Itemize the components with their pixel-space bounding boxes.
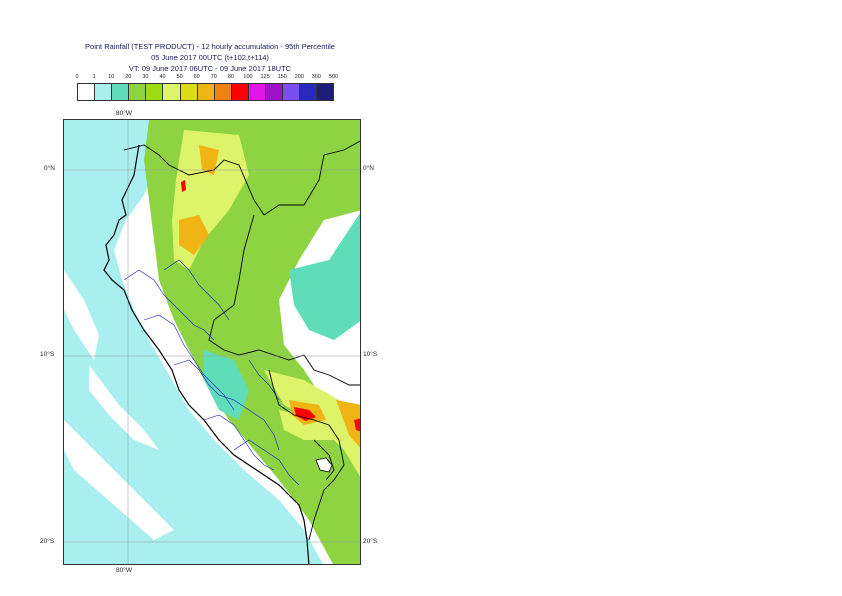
legend-tick-label: 150 — [277, 74, 287, 80]
title-line-2: 05 June 2017 00UTC (t+102,t+114) — [151, 53, 269, 62]
national-border — [268, 369, 345, 541]
precip-peak-red — [354, 418, 360, 432]
legend-tick-label: 60 — [193, 74, 200, 80]
legend-tick-label: 80 — [227, 74, 234, 80]
admin-border — [203, 414, 275, 471]
legend-swatch — [316, 83, 335, 101]
admin-border — [233, 439, 300, 486]
legend-swatch — [247, 83, 267, 101]
lat-label-0-right: 0°N — [363, 165, 374, 172]
precip-offshore-streak — [89, 365, 159, 450]
title-line-3: VT: 09 June 2017 06UTC - 09 June 2017 18… — [128, 64, 292, 73]
national-border — [313, 439, 335, 481]
legend-tick-label: 40 — [159, 74, 166, 80]
legend-swatch — [179, 83, 198, 101]
legend-swatch — [77, 83, 96, 101]
precip-band-teal — [289, 213, 360, 340]
map-frame — [63, 119, 361, 565]
national-border — [123, 140, 360, 216]
legend-tick-label: 100 — [243, 74, 253, 80]
legend-colorbar — [77, 83, 335, 101]
precip-band-orange — [199, 145, 219, 175]
legend-swatch — [213, 83, 232, 101]
legend-swatch — [162, 83, 181, 101]
lat-label-10s-left: 10°S — [40, 351, 55, 358]
precip-band-orange — [179, 215, 209, 255]
precip-band-light — [64, 120, 323, 564]
admin-border — [248, 359, 280, 401]
lat-label-20s-left: 20°S — [40, 538, 55, 545]
legend-tick-label: 0 — [75, 74, 79, 80]
admin-border — [173, 359, 280, 451]
rainfall-map — [64, 120, 360, 564]
legend-swatch — [111, 83, 130, 101]
admin-border — [163, 259, 230, 321]
legend-tick-label: 300 — [311, 74, 321, 80]
admin-border — [123, 269, 215, 341]
legend-tick-label: 200 — [294, 74, 304, 80]
legend-tick-label: 70 — [210, 74, 217, 80]
legend-tick-label: 125 — [260, 74, 270, 80]
legend-swatch — [230, 83, 249, 101]
precip-peak-red — [294, 407, 316, 421]
legend-tick-label: 50 — [176, 74, 183, 80]
precip-band-orange — [336, 400, 360, 448]
legend-tick-label: 1 — [92, 74, 96, 80]
legend-swatch — [128, 83, 147, 101]
legend-tick-label: 30 — [142, 74, 149, 80]
national-border — [208, 214, 360, 386]
legend-swatch — [299, 83, 318, 101]
lat-label-10s-right: 10°S — [363, 351, 378, 358]
title-line-1: Point Rainfall (TEST PRODUCT) - 12 hourl… — [85, 42, 335, 51]
lon-label-bottom: 80°W — [116, 567, 132, 574]
legend-tick-label: 500 — [328, 74, 339, 80]
legend-swatch — [145, 83, 164, 101]
coastline — [103, 144, 310, 564]
legend-swatch — [94, 83, 113, 101]
legend-swatch — [196, 83, 215, 101]
legend-tick-label: 10 — [108, 74, 115, 80]
precip-offshore-streak — [64, 270, 99, 360]
precip-band-yellow — [279, 410, 334, 440]
lake-titicaca — [315, 457, 333, 473]
legend-swatch — [282, 83, 301, 101]
lat-label-0-left: 0°N — [44, 165, 55, 172]
precip-band-yellow — [264, 370, 360, 477]
admin-border — [143, 314, 235, 411]
legend-swatch — [265, 83, 284, 101]
legend-tick-label: 20 — [125, 74, 132, 80]
precip-offshore-streak — [64, 420, 174, 540]
lat-label-20s-right: 20°S — [363, 538, 378, 545]
precip-peak-red — [181, 180, 186, 192]
lon-label-top: 80°W — [116, 110, 132, 117]
